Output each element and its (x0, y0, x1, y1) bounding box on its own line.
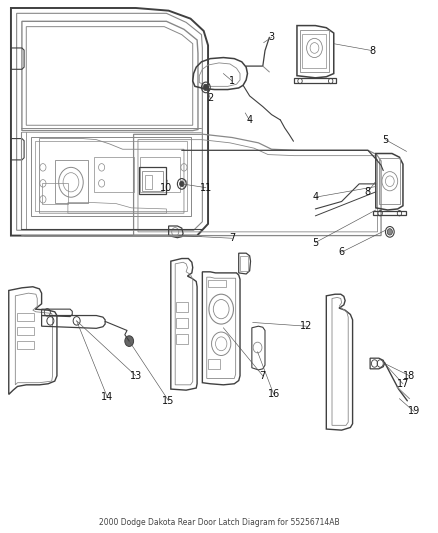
Bar (176, 302, 188, 312)
Bar (17, 313, 34, 321)
Text: 5: 5 (312, 238, 318, 247)
Bar (35, 141, 187, 211)
Circle shape (387, 229, 392, 235)
Text: 8: 8 (369, 46, 375, 55)
Text: 11: 11 (200, 183, 212, 192)
Bar (17, 341, 34, 349)
Bar (176, 334, 188, 344)
Bar (31, 137, 191, 216)
Text: 4: 4 (312, 192, 318, 202)
Text: 8: 8 (365, 187, 371, 197)
Bar (302, 34, 326, 68)
Text: 12: 12 (300, 321, 313, 331)
Bar (208, 280, 226, 287)
Bar (145, 175, 152, 189)
Text: 14: 14 (101, 392, 113, 402)
Text: 2: 2 (207, 93, 213, 103)
Text: 5: 5 (382, 135, 389, 144)
Text: 4: 4 (247, 116, 253, 125)
Circle shape (203, 84, 208, 91)
Circle shape (180, 181, 184, 187)
Bar (17, 327, 34, 335)
Text: 2000 Dodge Dakota Rear Door Latch Diagram for 55256714AB: 2000 Dodge Dakota Rear Door Latch Diagra… (99, 518, 339, 527)
Text: 7: 7 (260, 371, 266, 381)
Text: 15: 15 (162, 396, 175, 406)
Text: 17: 17 (397, 379, 409, 389)
Bar (379, 158, 400, 204)
Text: 13: 13 (130, 371, 142, 381)
Text: 16: 16 (268, 390, 280, 399)
Text: 19: 19 (408, 407, 420, 416)
Bar (240, 256, 248, 271)
Circle shape (125, 336, 134, 346)
Text: 10: 10 (160, 183, 173, 192)
Bar (42, 183, 68, 204)
Bar (176, 318, 188, 328)
Bar (142, 171, 163, 191)
Bar (300, 30, 328, 72)
Bar (208, 359, 220, 369)
Bar (140, 157, 180, 192)
Text: 18: 18 (403, 371, 416, 381)
Bar (94, 157, 134, 192)
Text: 1: 1 (229, 76, 235, 86)
Bar (139, 167, 166, 194)
Text: 7: 7 (229, 233, 235, 243)
Text: 3: 3 (268, 33, 275, 42)
Text: 6: 6 (339, 247, 345, 257)
